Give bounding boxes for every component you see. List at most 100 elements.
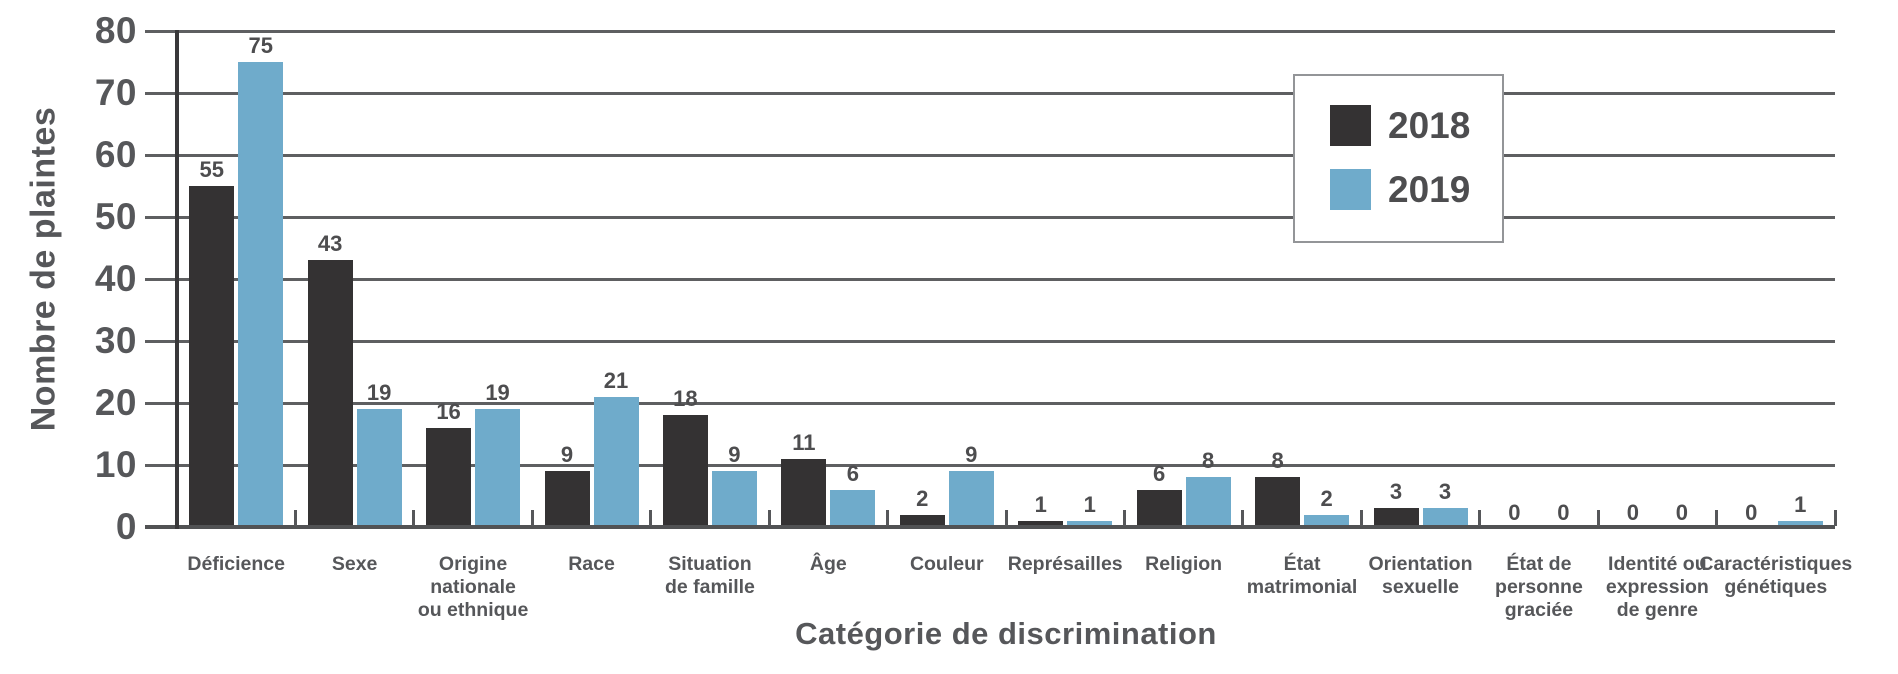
bar-2018-1 [189, 186, 235, 527]
x-axis-tick-5 [767, 510, 771, 526]
bar-2019-9 [1185, 477, 1231, 527]
bar-2019-3 [475, 409, 521, 527]
y-tick-label-20: 20 [94, 382, 137, 423]
y-tick-label-50: 50 [94, 196, 137, 237]
value-label-2019-11: 3 [1438, 479, 1452, 505]
value-label-2019-6: 6 [846, 460, 859, 486]
bar-2019-2 [356, 409, 402, 527]
y-tick-label-80: 80 [94, 10, 137, 51]
value-label-2018-6: 11 [792, 429, 816, 455]
value-label-2019-2: 19 [366, 380, 392, 406]
bar-2018-5 [662, 415, 708, 527]
x-axis-tick-10 [1359, 510, 1363, 526]
category-label-6: Âge [809, 553, 847, 575]
gridline-30 [145, 339, 1835, 343]
y-axis-line [175, 30, 179, 529]
value-label-2019-12: 0 [1557, 500, 1570, 525]
value-label-2019-13: 0 [1675, 500, 1688, 525]
category-label-11: Orientation sexuelle [1368, 553, 1473, 598]
bar-2018-4 [544, 471, 590, 527]
gridline-40 [145, 277, 1835, 281]
category-label-5: Situation de famille [664, 553, 755, 598]
legend-label-2019: 2019 [1388, 169, 1471, 210]
gridline-50 [145, 215, 1835, 219]
gridline-80 [145, 29, 1835, 33]
x-axis-tick-12 [1596, 510, 1600, 526]
legend-item-2019: 2019 [1330, 169, 1502, 210]
x-axis-tick-9 [1241, 510, 1245, 526]
bar-2019-8 [1067, 520, 1113, 527]
gridline-70 [145, 91, 1835, 95]
bar-2019-6 [830, 489, 876, 527]
value-label-2018-2: 43 [317, 231, 343, 257]
gridline-10 [145, 463, 1835, 467]
x-axis-tick-3 [530, 510, 534, 526]
legend-label-2018: 2018 [1388, 105, 1471, 146]
category-label-10: État matrimonial [1246, 553, 1358, 598]
value-label-2019-3: 19 [485, 380, 510, 406]
x-axis-tick-8 [1122, 510, 1126, 526]
category-label-12: État de personne graciée [1495, 553, 1583, 621]
category-label-3: Origine nationale ou ethnique [417, 553, 529, 621]
x-axis-tick-7 [1004, 510, 1008, 526]
bar-2018-8 [1018, 520, 1064, 527]
value-label-2018-3: 16 [436, 398, 461, 424]
value-label-2018-8: 1 [1034, 491, 1047, 517]
x-axis-tick-2 [412, 510, 416, 526]
y-tick-label-40: 40 [94, 258, 137, 299]
category-label-2: Sexe [331, 553, 378, 575]
legend: 2018 2019 [1293, 74, 1504, 243]
value-label-2018-9: 6 [1153, 460, 1166, 486]
x-axis-tick-1 [293, 510, 297, 526]
category-label-9: Religion [1145, 553, 1223, 575]
value-label-2018-14: 0 [1745, 500, 1758, 525]
bar-2018-2 [307, 260, 353, 527]
y-tick-label-0: 0 [115, 506, 137, 547]
value-label-2018-1: 55 [199, 157, 224, 182]
value-label-2019-7: 9 [965, 442, 978, 468]
y-tick-label-60: 60 [94, 134, 137, 175]
value-label-2018-5: 18 [673, 386, 698, 412]
x-axis-tick-6 [886, 510, 890, 526]
y-tick-label-10: 10 [94, 444, 137, 485]
value-label-2018-7: 2 [916, 485, 929, 511]
value-label-2018-4: 9 [560, 442, 574, 468]
value-label-2018-13: 0 [1626, 500, 1639, 525]
bar-2018-6 [781, 458, 827, 527]
x-axis-tick-11 [1478, 510, 1482, 526]
value-label-2019-4: 21 [603, 367, 629, 393]
value-label-2018-11: 3 [1389, 479, 1403, 505]
y-tick-label-30: 30 [94, 320, 137, 361]
x-axis-line [145, 525, 1835, 529]
value-label-2019-1: 75 [248, 33, 273, 58]
category-label-4: Race [568, 553, 615, 575]
bar-2019-1 [238, 62, 284, 527]
gridline-20 [145, 401, 1835, 405]
bar-2019-10 [1304, 514, 1350, 527]
x-axis-tick-4 [649, 510, 653, 526]
legend-swatch-2018 [1330, 105, 1371, 146]
value-label-2019-5: 9 [728, 442, 741, 468]
value-label-2019-10: 2 [1320, 485, 1333, 511]
legend-item-2018: 2018 [1330, 105, 1502, 146]
value-label-2019-9: 8 [1202, 448, 1215, 474]
bar-2019-5 [711, 471, 757, 527]
bar-2019-7 [948, 471, 994, 527]
legend-swatch-2019 [1330, 169, 1371, 210]
value-label-2019-14: 1 [1794, 491, 1807, 517]
bar-2018-10 [1255, 477, 1301, 527]
value-label-2018-10: 8 [1271, 448, 1284, 474]
bar-2018-7 [899, 514, 945, 527]
category-label-7: Couleur [909, 553, 984, 575]
bar-2018-3 [426, 427, 472, 527]
category-label-8: Représailles [1007, 553, 1123, 575]
x-axis-tick-13 [1715, 510, 1719, 526]
value-label-2019-8: 1 [1083, 491, 1096, 517]
bar-2019-14 [1777, 520, 1823, 527]
x-axis-title: Catégorie de discrimination [795, 616, 1217, 651]
x-axis-tick-14 [1833, 510, 1837, 526]
bar-2018-9 [1136, 489, 1182, 527]
category-label-14: Caractéristiques génétiques [1699, 553, 1853, 598]
bar-2019-11 [1422, 508, 1468, 527]
